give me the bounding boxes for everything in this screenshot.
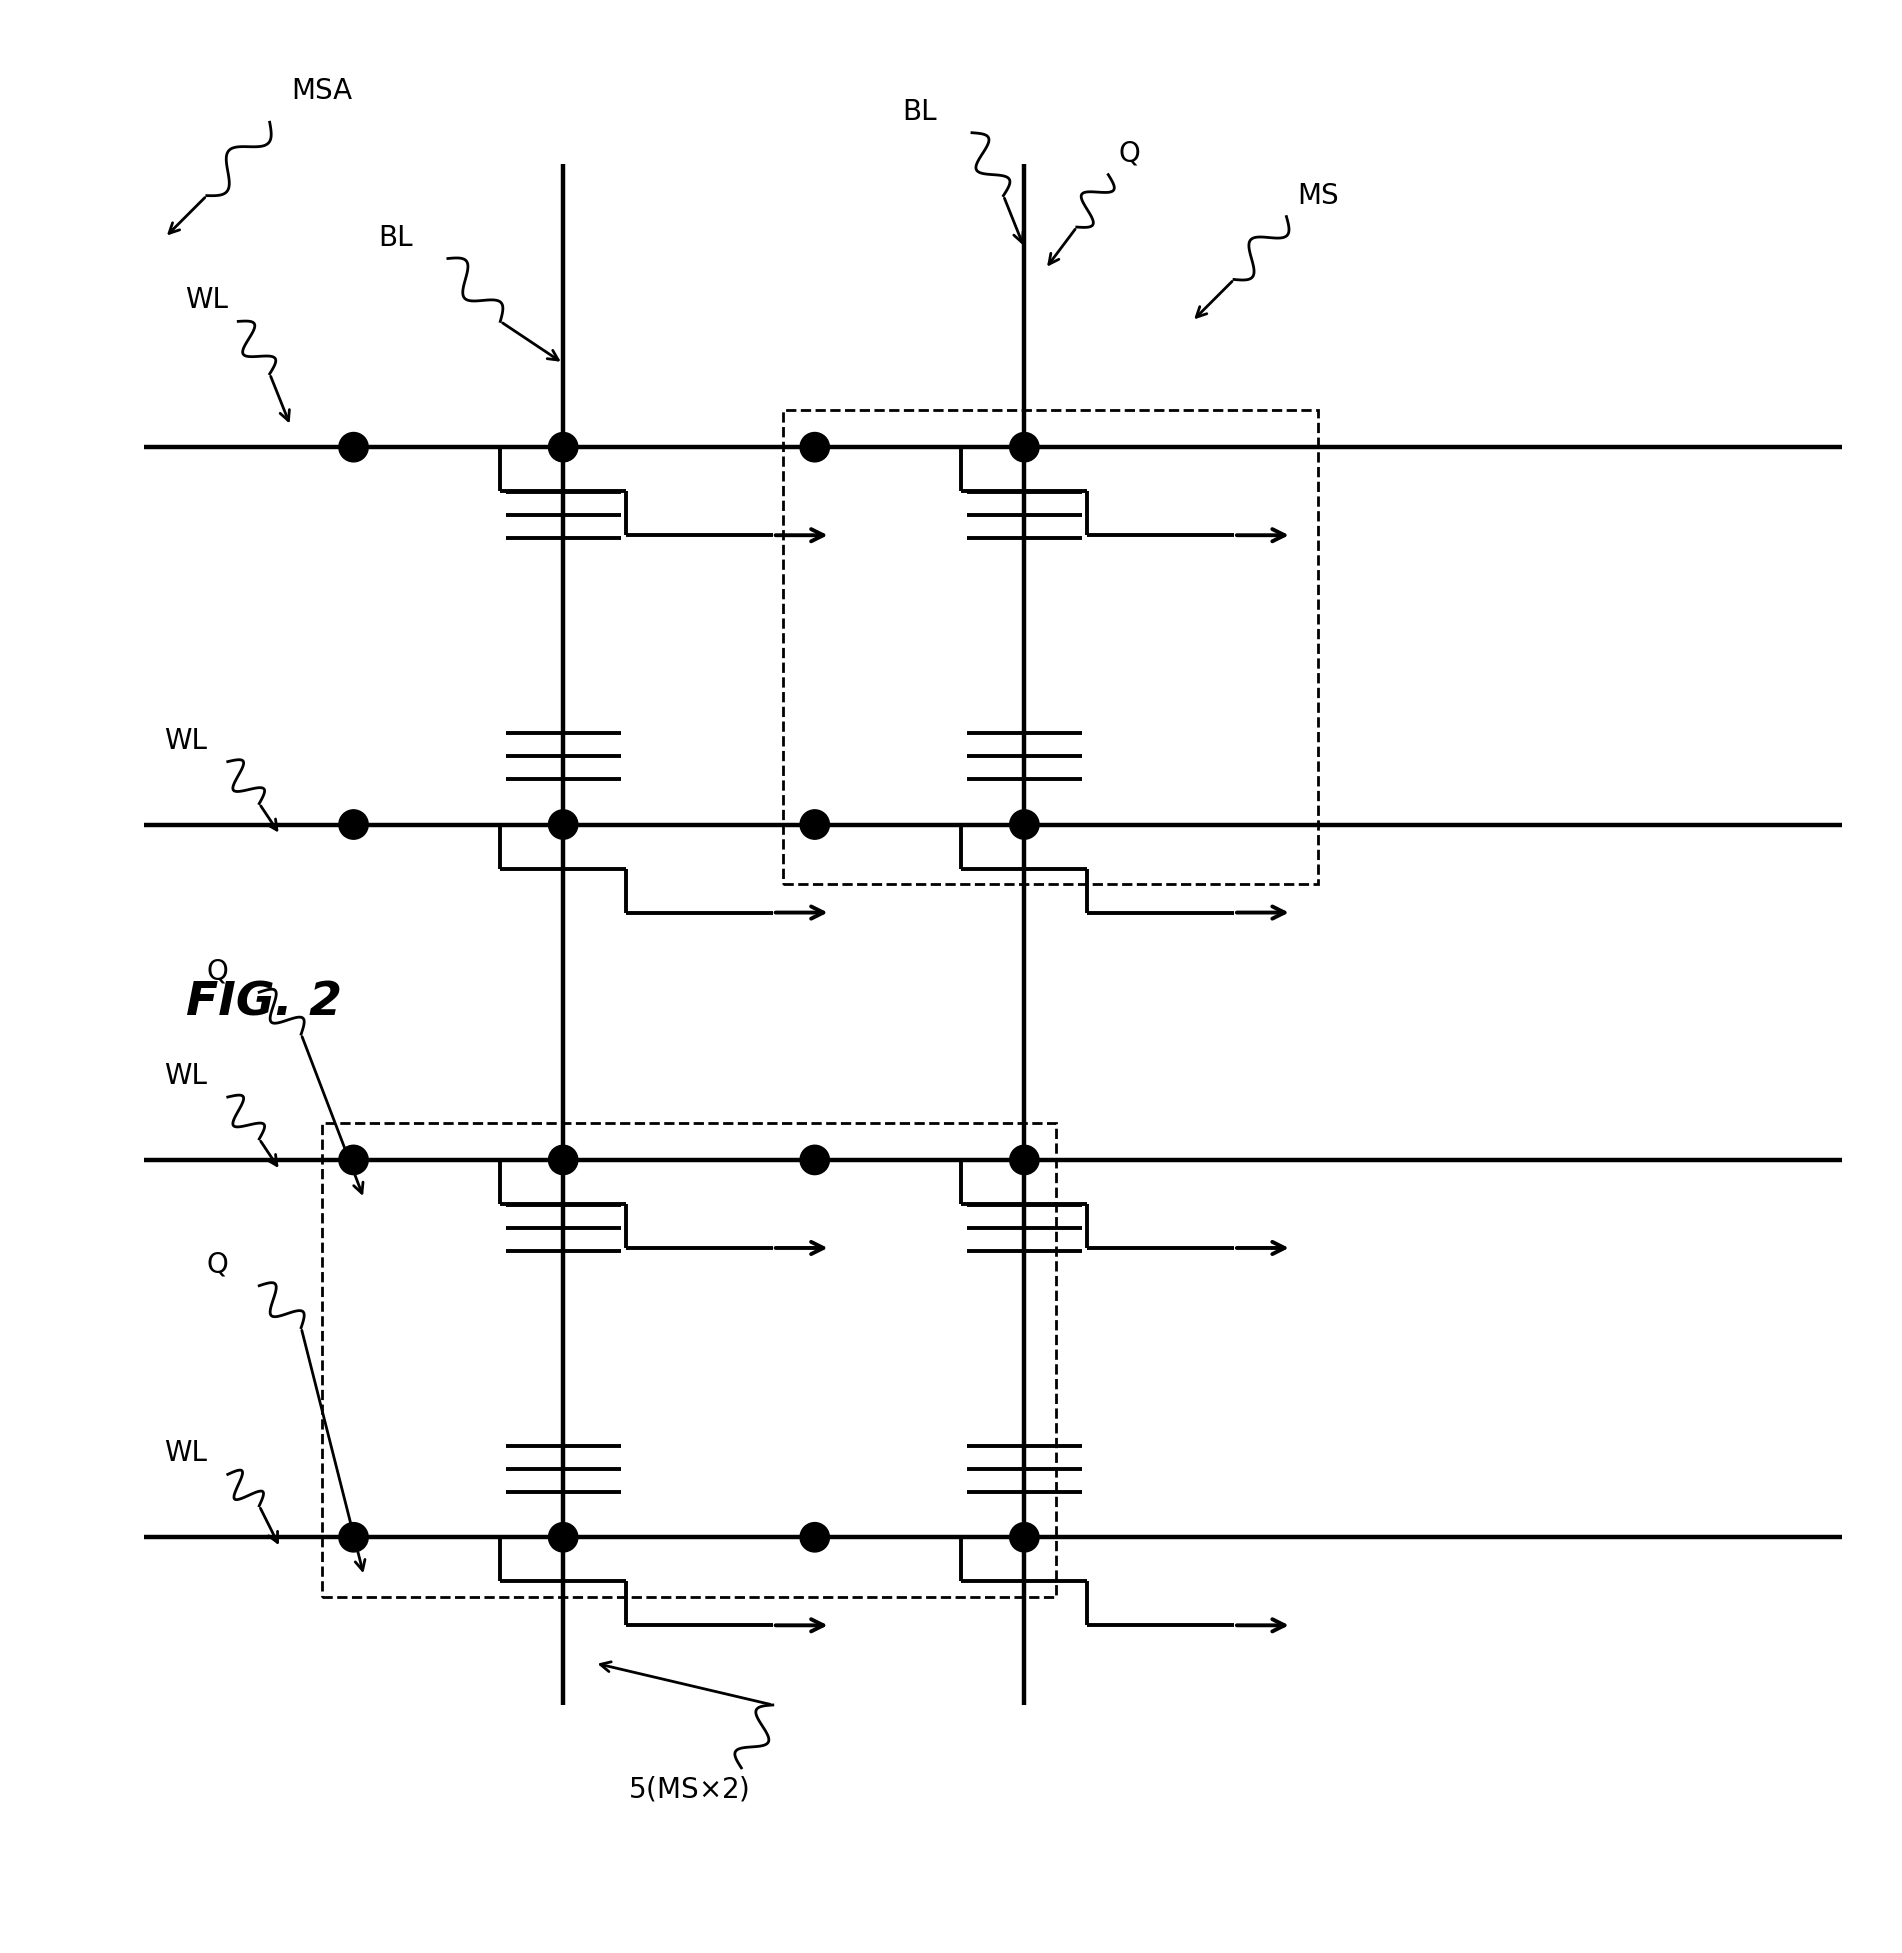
Circle shape <box>339 1144 369 1174</box>
Circle shape <box>1010 432 1038 461</box>
Circle shape <box>548 1523 578 1553</box>
Circle shape <box>801 1523 829 1553</box>
Circle shape <box>801 810 829 840</box>
Text: MSA: MSA <box>291 76 352 105</box>
Circle shape <box>548 810 578 840</box>
Circle shape <box>339 1523 369 1553</box>
Text: WL: WL <box>164 727 207 754</box>
Text: Q: Q <box>1118 141 1139 168</box>
Circle shape <box>1010 810 1038 840</box>
Text: BL: BL <box>902 98 938 125</box>
Circle shape <box>339 432 369 461</box>
Text: BL: BL <box>378 223 413 252</box>
Bar <box>321 1123 1056 1598</box>
Circle shape <box>801 1144 829 1174</box>
Text: Q: Q <box>207 1250 228 1279</box>
Text: WL: WL <box>164 1439 207 1467</box>
Circle shape <box>1010 1144 1038 1174</box>
Text: MS: MS <box>1297 182 1339 209</box>
Circle shape <box>1010 1523 1038 1553</box>
Text: WL: WL <box>164 1062 207 1090</box>
Bar <box>784 410 1318 885</box>
Circle shape <box>801 432 829 461</box>
Text: 5(MS$\times$2): 5(MS$\times$2) <box>628 1775 749 1803</box>
Text: FIG. 2: FIG. 2 <box>186 980 342 1025</box>
Circle shape <box>548 432 578 461</box>
Text: WL: WL <box>184 287 228 314</box>
Circle shape <box>548 1144 578 1174</box>
Text: Q: Q <box>207 957 228 984</box>
Circle shape <box>339 810 369 840</box>
